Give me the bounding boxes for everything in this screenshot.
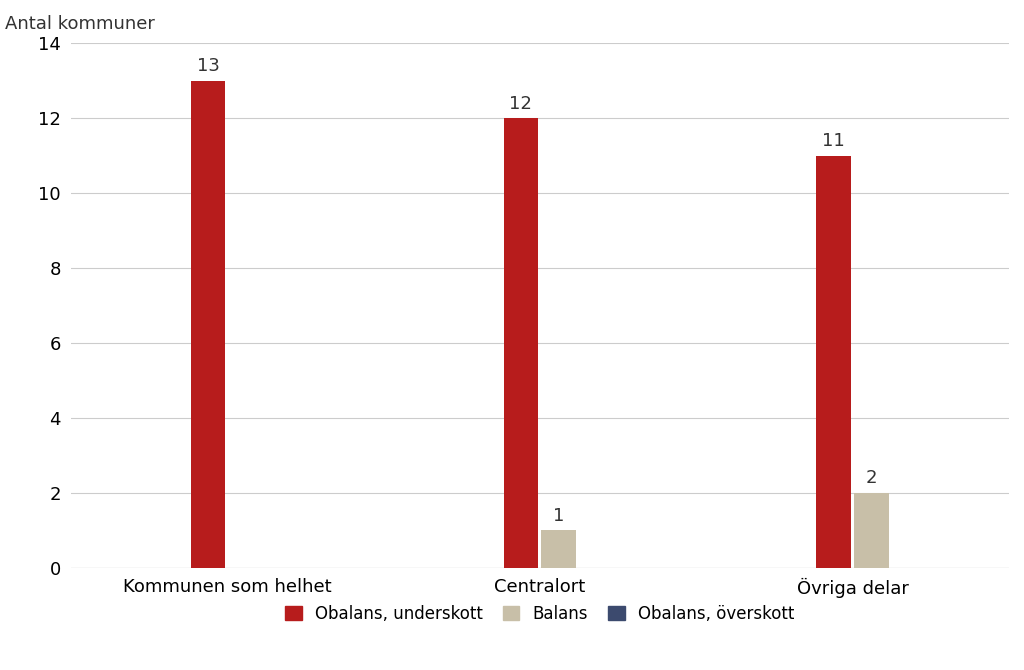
Bar bbox=[542, 531, 575, 568]
Bar bbox=[190, 81, 225, 568]
Text: 2: 2 bbox=[865, 470, 878, 487]
Text: 11: 11 bbox=[822, 132, 845, 150]
Bar bbox=[854, 493, 889, 568]
Text: 12: 12 bbox=[509, 94, 532, 113]
Bar bbox=[504, 119, 538, 568]
Text: 1: 1 bbox=[553, 507, 564, 525]
Text: Antal kommuner: Antal kommuner bbox=[5, 15, 155, 33]
Legend: Obalans, underskott, Balans, Obalans, överskott: Obalans, underskott, Balans, Obalans, öv… bbox=[285, 604, 795, 622]
Text: 13: 13 bbox=[197, 57, 219, 75]
Bar bbox=[816, 155, 851, 568]
